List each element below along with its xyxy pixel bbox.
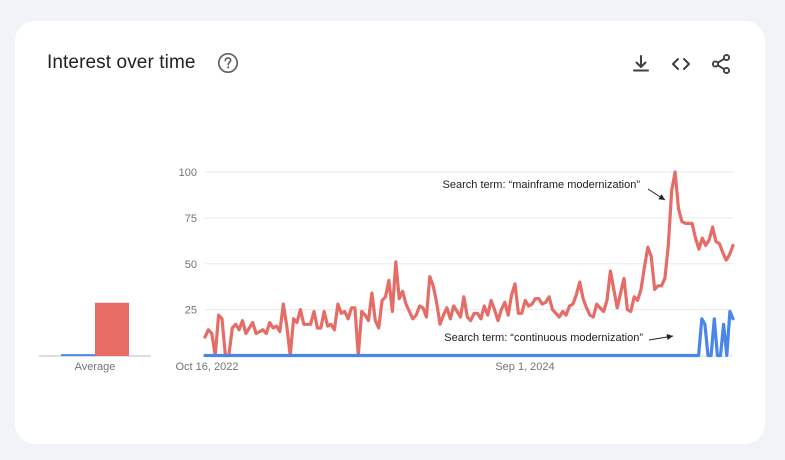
download-icon[interactable] bbox=[629, 52, 653, 76]
x-tick-label: Sep 1, 2024 bbox=[495, 361, 554, 373]
y-tick-label: 75 bbox=[185, 213, 197, 225]
embed-code-icon[interactable] bbox=[669, 52, 693, 76]
annotation-label: Search term: “continuous modernization” bbox=[444, 332, 643, 344]
average-bars bbox=[39, 302, 151, 357]
average-bar[interactable] bbox=[61, 354, 95, 356]
annotation-label: Search term: “mainframe modernization” bbox=[443, 179, 641, 191]
share-icon[interactable] bbox=[709, 52, 733, 76]
widget-title: Interest over time bbox=[47, 52, 196, 73]
y-tick-label: 100 bbox=[179, 167, 197, 179]
help-circle-icon[interactable] bbox=[217, 52, 239, 74]
series-line[interactable] bbox=[203, 309, 735, 358]
y-tick-label: 25 bbox=[185, 305, 197, 317]
y-tick-label: 50 bbox=[185, 259, 197, 271]
chart-series[interactable] bbox=[203, 170, 735, 358]
annotation-arrowhead bbox=[658, 194, 665, 200]
interest-over-time-card: Interest over time 25 50 75 100 Oct 16, 2022… bbox=[15, 21, 765, 444]
x-tick-label: Oct 16, 2022 bbox=[176, 361, 239, 373]
chart-annotations: Search term: “mainframe modernization” Se… bbox=[443, 179, 674, 344]
series-line[interactable] bbox=[203, 170, 735, 358]
average-label: Average bbox=[75, 361, 116, 373]
average-bar[interactable] bbox=[95, 302, 129, 356]
annotation-arrowhead bbox=[666, 334, 673, 340]
interest-chart: 25 50 75 100 Oct 16, 2022 Sep 1, 2024 Average… bbox=[39, 167, 735, 373]
